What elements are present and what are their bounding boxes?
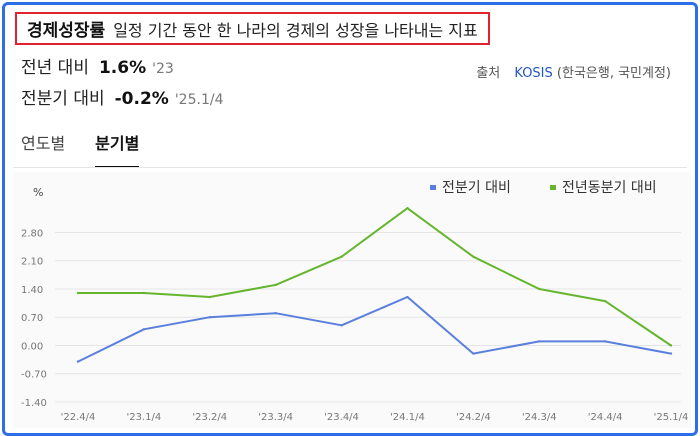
y-tick-label: 2.10 xyxy=(21,257,43,268)
x-tick-label: '24.3/4 xyxy=(522,412,557,423)
yoy-stat: 전년 대비 1.6% '23 xyxy=(21,53,174,78)
x-tick-label: '23.4/4 xyxy=(324,412,359,423)
yoy-value: 1.6% xyxy=(98,58,147,78)
x-tick-label: '22.4/4 xyxy=(61,412,96,423)
tab-divider xyxy=(13,167,687,168)
data-point xyxy=(603,299,607,303)
qoq-stat: 전분기 대비 -0.2% '25.1/4 xyxy=(21,84,223,109)
y-tick-label: -0.70 xyxy=(21,370,47,381)
y-axis-unit-label: % xyxy=(33,186,43,199)
page-title: 경제성장률 xyxy=(27,21,106,41)
y-tick-label: 0.00 xyxy=(21,341,43,352)
yoy-period: '23 xyxy=(152,61,174,77)
y-tick-label: 2.80 xyxy=(21,228,43,239)
data-point xyxy=(669,352,673,355)
y-tick-label: -1.40 xyxy=(21,398,47,409)
qoq-label: 전분기 대비 xyxy=(21,89,105,109)
source-label: 출처 xyxy=(476,66,501,81)
data-point xyxy=(208,295,211,299)
data-point xyxy=(76,360,80,363)
qoq-value: -0.2% xyxy=(114,89,169,109)
growth-line-chart: % 2.80 2.10 1.40 0.70 0.00 -0.70 -1.40 '22.4/4 '2… xyxy=(13,172,691,428)
chart-background xyxy=(13,172,691,428)
source-link[interactable]: KOSIS xyxy=(514,66,553,81)
data-point xyxy=(406,295,409,299)
y-tick-label: 1.40 xyxy=(21,285,43,296)
data-point xyxy=(538,340,541,343)
yoy-label: 전년 대비 xyxy=(21,58,89,78)
x-tick-label: '24.1/4 xyxy=(390,412,425,423)
data-point xyxy=(472,352,475,355)
data-point xyxy=(142,328,146,331)
x-tick-label: '25.1/4 xyxy=(654,412,689,423)
data-point xyxy=(274,283,277,287)
data-point xyxy=(76,291,80,295)
data-point xyxy=(669,344,673,347)
period-tabs: 연도별 분기별 xyxy=(21,130,169,168)
x-tick-label: '23.1/4 xyxy=(127,412,162,423)
x-tick-label: '23.2/4 xyxy=(192,412,227,423)
data-point xyxy=(274,311,277,315)
data-point xyxy=(472,255,475,258)
legend-swatch-2 xyxy=(550,185,556,190)
x-tick-label: '24.4/4 xyxy=(588,412,623,423)
tab-quarterly[interactable]: 분기별 xyxy=(95,130,140,168)
source-detail: (한국은행, 국민계정) xyxy=(556,66,671,81)
data-point xyxy=(340,324,343,327)
legend-label-2: 전년동분기 대비 xyxy=(562,180,657,196)
data-point xyxy=(142,291,146,295)
title-box: 경제성장률 일정 기간 동안 한 나라의 경제의 성장을 나타내는 지표 xyxy=(15,12,490,45)
series-line-2 xyxy=(78,207,672,347)
legend-label-1: 전분기 대비 xyxy=(442,180,511,196)
x-tick-label: '23.3/4 xyxy=(258,412,293,423)
data-point xyxy=(538,287,541,291)
y-tick-label: 0.70 xyxy=(21,313,43,324)
page-description: 일정 기간 동안 한 나라의 경제의 성장을 나타내는 지표 xyxy=(113,20,478,40)
source-info: 출처 KOSIS (한국은행, 국민계정) xyxy=(476,62,671,81)
x-tick-label: '24.2/4 xyxy=(456,412,491,423)
tab-yearly[interactable]: 연도별 xyxy=(21,134,66,153)
data-point xyxy=(208,316,211,319)
series-line-1 xyxy=(77,296,672,363)
legend-swatch-1 xyxy=(430,185,436,190)
data-point xyxy=(406,207,409,210)
data-point xyxy=(603,340,607,343)
qoq-period: '25.1/4 xyxy=(174,92,224,108)
data-point xyxy=(340,255,343,258)
